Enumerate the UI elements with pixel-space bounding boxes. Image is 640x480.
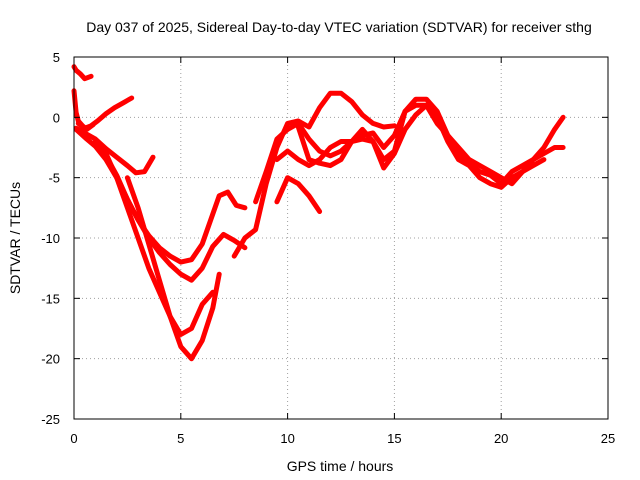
sdtvar-trace-6 [92, 139, 248, 283]
x-tick-label: 0 [70, 431, 77, 446]
sdtvar-trace-11 [274, 102, 566, 187]
x-tick-label: 15 [387, 431, 401, 446]
y-tick-label: -10 [41, 231, 60, 246]
sdtvar-trace-9 [231, 90, 397, 259]
x-tick-label: 25 [601, 431, 615, 446]
series-layer [71, 64, 566, 362]
x-tick-label: 5 [177, 431, 184, 446]
y-tick-label: -25 [41, 412, 60, 427]
sdtvar-trace-1 [71, 64, 94, 82]
y-axis-label: SDTVAR / TECUs [7, 182, 23, 294]
sdtvar-trace-8 [124, 175, 222, 362]
y-tick-label: -5 [48, 171, 60, 186]
x-axis-label: GPS time / hours [287, 458, 394, 474]
y-tick-label: 0 [53, 110, 60, 125]
x-tick-label: 10 [280, 431, 294, 446]
y-tick-label: 5 [53, 50, 60, 65]
sdtvar-trace-3 [75, 95, 135, 131]
tick-layer: 0 5 10 15 20 25 5 0 -5 -10 -15 -20 -25 [41, 50, 615, 446]
sdtvar-trace-13 [295, 102, 547, 190]
sdtvar-trace-7 [103, 151, 216, 337]
chart-title: Day 037 of 2025, Sidereal Day-to-day VTE… [86, 19, 592, 35]
sdtvar-trace-12 [274, 175, 323, 214]
sdtvar-trace-10 [253, 96, 566, 205]
y-tick-label: -15 [41, 291, 60, 306]
sdtvar-trace-4 [73, 125, 156, 176]
x-tick-label: 20 [494, 431, 508, 446]
y-tick-label: -20 [41, 352, 60, 367]
